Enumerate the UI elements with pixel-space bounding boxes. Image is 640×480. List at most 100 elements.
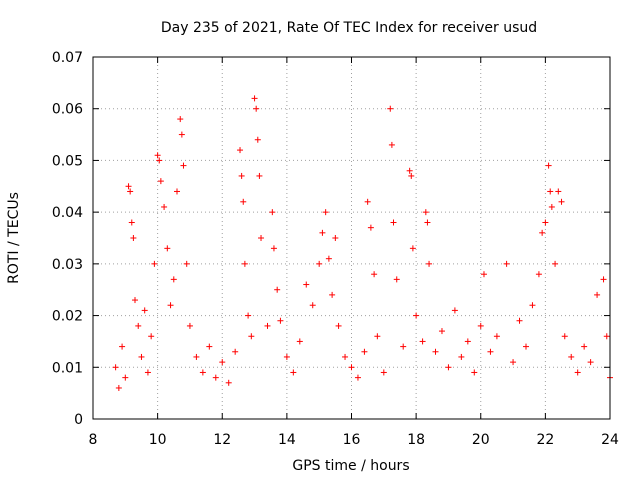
data-point [581, 343, 588, 350]
data-point [248, 333, 255, 340]
data-point [251, 95, 258, 102]
data-point [464, 338, 471, 345]
x-axis-label: GPS time / hours [292, 458, 409, 474]
data-point [245, 312, 252, 319]
data-point [354, 374, 361, 381]
data-point [186, 322, 193, 329]
data-point [322, 209, 329, 216]
points-layer [112, 95, 613, 391]
data-point [426, 260, 433, 267]
data-point [480, 271, 487, 278]
data-point [348, 364, 355, 371]
data-point [587, 359, 594, 366]
data-point [212, 374, 219, 381]
data-point [458, 353, 465, 360]
ticks-layer: 8 10 12 14 16 18 20 22 24 0 0.01 0.02 0.03 0.04 0.05 0.… [52, 50, 619, 448]
data-point [503, 260, 510, 267]
data-point [477, 322, 484, 329]
data-point [122, 374, 129, 381]
data-point [138, 353, 145, 360]
data-point [487, 348, 494, 355]
data-point [603, 333, 610, 340]
data-point [408, 172, 415, 179]
y-tick-label: 0.06 [52, 102, 83, 118]
y-tick-label: 0.07 [52, 50, 83, 66]
data-point [329, 291, 336, 298]
data-point [332, 235, 339, 241]
x-tick-label: 16 [343, 432, 361, 448]
data-point [548, 203, 555, 210]
data-point [558, 198, 565, 205]
data-point [130, 235, 137, 241]
grid-layer [93, 57, 610, 419]
data-point [274, 286, 281, 293]
data-point [119, 343, 126, 350]
data-point [303, 281, 310, 288]
data-point [545, 162, 552, 169]
data-point [406, 167, 413, 174]
data-point [371, 271, 378, 278]
y-tick-label: 0.05 [52, 153, 83, 169]
data-point [237, 147, 244, 154]
y-tick-label: 0 [74, 412, 83, 428]
data-point [413, 312, 420, 319]
y-tick-label: 0.04 [52, 205, 83, 221]
data-point [387, 105, 394, 112]
data-point [170, 276, 177, 283]
data-point [183, 260, 190, 267]
x-tick-label: 22 [536, 432, 554, 448]
data-point [269, 209, 276, 216]
data-point [132, 297, 139, 304]
data-point [510, 359, 517, 366]
x-tick-label: 12 [213, 432, 231, 448]
data-point [178, 131, 185, 138]
data-point [419, 338, 426, 345]
x-tick-label: 20 [472, 432, 490, 448]
data-point [600, 276, 607, 283]
x-tick-label: 14 [278, 432, 296, 448]
data-point [167, 302, 174, 309]
data-point [177, 116, 184, 123]
data-point [594, 291, 601, 298]
y-tick-label: 0.03 [52, 257, 83, 273]
data-point [232, 348, 239, 355]
data-point [174, 188, 181, 195]
x-tick-label: 18 [407, 432, 425, 448]
data-point [296, 338, 303, 345]
data-point [367, 224, 374, 231]
data-point [151, 260, 158, 267]
data-point [290, 369, 297, 376]
data-point [574, 369, 581, 376]
data-point [555, 188, 562, 195]
data-point [180, 162, 187, 169]
data-point [277, 317, 284, 324]
y-tick-label: 0.02 [52, 309, 83, 325]
data-point [164, 245, 171, 252]
data-point [225, 379, 232, 386]
data-point [335, 322, 342, 329]
data-point [539, 229, 546, 236]
data-point [390, 219, 397, 226]
data-point [451, 307, 458, 314]
data-point [542, 219, 549, 226]
data-point [388, 141, 395, 148]
data-point [325, 255, 332, 262]
data-point [238, 172, 245, 179]
data-point [561, 333, 568, 340]
data-point [128, 219, 135, 226]
data-point [241, 260, 248, 267]
data-point [219, 359, 226, 366]
data-point [193, 353, 200, 360]
data-point [535, 271, 542, 278]
data-point [471, 369, 478, 376]
data-point [552, 260, 559, 267]
x-tick-label: 8 [89, 432, 98, 448]
data-point [127, 188, 134, 195]
data-point [319, 229, 326, 236]
data-point [141, 307, 148, 314]
data-point [393, 276, 400, 283]
data-point [156, 157, 163, 164]
data-point [568, 353, 575, 360]
data-point [115, 384, 122, 391]
data-point [522, 343, 529, 350]
